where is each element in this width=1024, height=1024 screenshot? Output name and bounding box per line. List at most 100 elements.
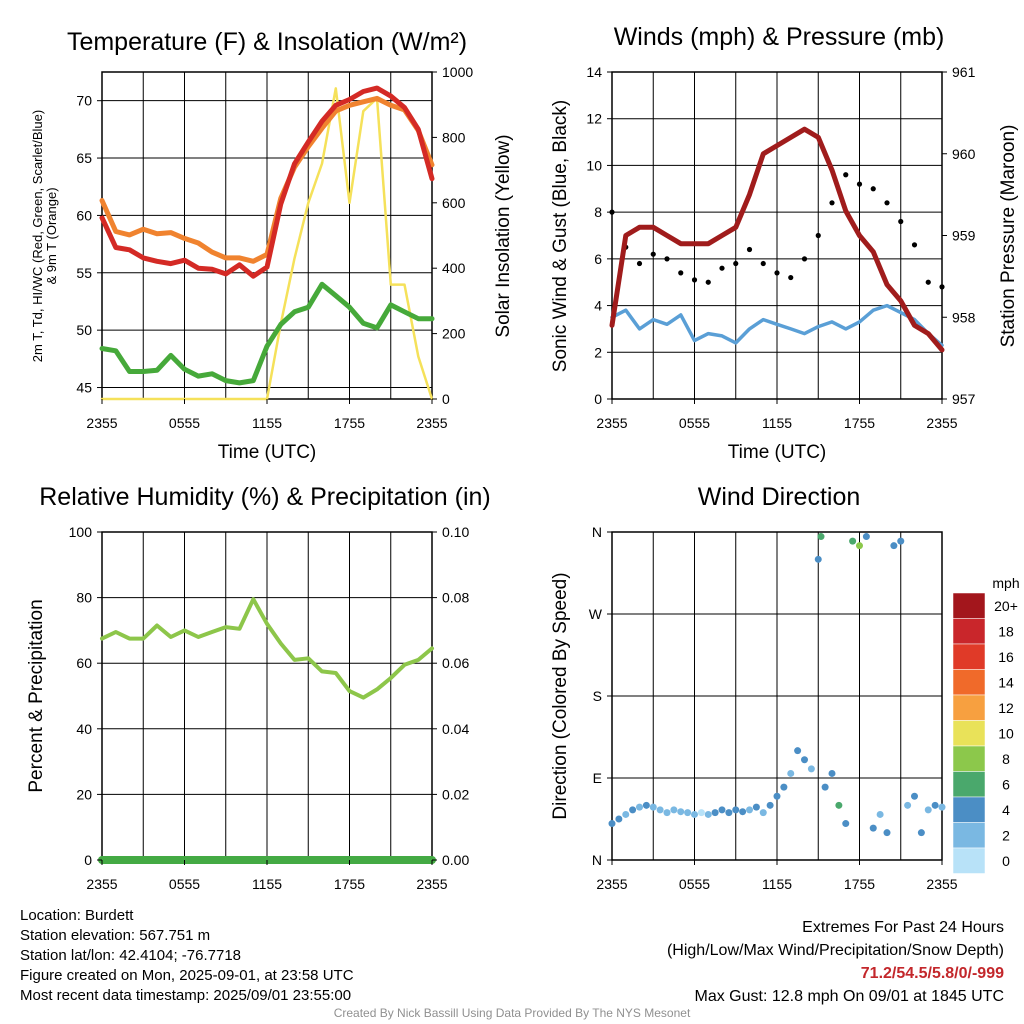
wind-direction-point	[931, 801, 939, 809]
y-tick-label: 45	[76, 380, 92, 396]
gust-point	[650, 251, 656, 257]
temperature-9m-line	[99, 95, 435, 264]
y-tick-label: 0.04	[442, 721, 469, 737]
wind-direction-point	[670, 806, 678, 814]
winds-series	[609, 126, 945, 353]
wind-direction-point	[794, 747, 802, 755]
y-tick-label: 70	[76, 93, 92, 109]
wind-direction-point	[656, 806, 664, 814]
y-tick-label: 0	[84, 852, 92, 868]
colorbar-swatch	[952, 822, 986, 849]
wind-direction-points	[608, 533, 946, 837]
wind-direction-point	[766, 801, 774, 809]
wind-direction-point	[691, 810, 698, 818]
winds-ylabel-right: Station Pressure (Maroon)	[998, 125, 1019, 348]
winds-xlabel: Time (UTC)	[728, 442, 827, 463]
wind-direction-point	[718, 806, 726, 814]
gust-point	[829, 200, 835, 206]
y-tick-label: 1000	[442, 64, 473, 80]
wind-direction-point	[739, 808, 747, 816]
x-tick-label: 2355	[416, 876, 447, 892]
gust-point	[815, 232, 821, 239]
wind-direction-point	[759, 809, 767, 817]
winds-title: Winds (mph) & Pressure (mb)	[614, 23, 945, 51]
y-tick-label: 961	[952, 64, 976, 80]
x-tick-label: 2355	[926, 876, 957, 892]
x-tick-label: 1755	[844, 876, 875, 892]
wind-direction-ticks: N E S W N	[589, 524, 612, 868]
wind-direction-point	[615, 815, 623, 823]
wind-direction-point	[697, 809, 705, 817]
gust-point	[856, 181, 863, 187]
y-tick-label: 800	[442, 129, 466, 145]
x-tick-label: 1755	[844, 415, 875, 431]
gust-point	[719, 265, 725, 271]
station-location: Location: Burdett	[20, 907, 134, 924]
humidity-grid	[102, 532, 432, 860]
gust-point	[801, 256, 808, 262]
colorbar-swatch	[952, 796, 986, 823]
x-tick-label: 0555	[679, 415, 710, 431]
colorbar-swatch	[952, 694, 986, 721]
pressure-line	[609, 126, 945, 353]
temperature-left-ticks: 45 50 55 60 65 70	[76, 93, 102, 396]
humidity-left-ticks: 0 20 40 60 80 100	[69, 524, 102, 868]
colorbar-swatch	[952, 592, 986, 619]
temperature-title: Temperature (F) & Insolation (W/m²)	[67, 28, 467, 56]
wind-direction-title: Wind Direction	[698, 483, 861, 511]
y-tick-label: 12	[586, 111, 602, 127]
y-tick-label: 100	[69, 524, 93, 540]
wind-direction-point	[917, 829, 925, 837]
wind-direction-point	[835, 801, 843, 809]
wind-direction-point	[663, 809, 671, 817]
extremes-info: Extremes For Past 24 Hours (High/Low/Max…	[667, 916, 1004, 1008]
humidity-right-ticks: 0.00 0.02 0.04 0.06 0.08 0.10	[432, 524, 469, 868]
y-tick-label: 8	[594, 204, 602, 220]
colorbar-swatch	[952, 720, 986, 747]
humidity-ylabel-left: Percent & Precipitation	[26, 599, 47, 792]
gust-point	[678, 270, 684, 276]
wind-direction-point	[904, 801, 912, 809]
colorbar-swatch	[952, 771, 986, 798]
sonic-wind-line	[610, 303, 944, 348]
colorbar-label: 10	[998, 726, 1014, 742]
gust-point	[774, 270, 780, 276]
wind-direction-point	[817, 533, 825, 541]
wind-direction-point	[752, 803, 760, 811]
temperature-x-ticks: 2355 0555 1155 1755 2355	[86, 399, 448, 431]
colorbar-title: mph	[992, 575, 1019, 591]
wind-direction-point	[677, 808, 685, 816]
dewpoint-line	[99, 281, 435, 386]
wind-direction-point	[869, 824, 877, 832]
x-tick-label: 1155	[252, 876, 282, 892]
wind-direction-point	[814, 555, 822, 563]
wind-direction-point	[711, 809, 719, 817]
extremes-legend: (High/Low/Max Wind/Precipitation/Snow De…	[666, 942, 1004, 959]
y-tick-label: W	[589, 606, 603, 622]
x-tick-label: 1155	[762, 415, 792, 431]
y-tick-label: 6	[594, 251, 602, 267]
colorbar-label: 16	[998, 649, 1014, 665]
wind-direction-point	[938, 803, 946, 811]
colorbar-label: 18	[998, 624, 1014, 640]
station-info: Location: Burdett Station elevation: 567…	[20, 906, 354, 1006]
wind-direction-point	[856, 542, 863, 550]
wind-direction-point	[746, 806, 753, 814]
wind-direction-point	[828, 769, 836, 777]
wind-direction-point	[862, 533, 870, 541]
y-tick-label: 958	[952, 309, 976, 325]
y-tick-label: 0.00	[442, 852, 469, 868]
gust-point	[788, 274, 794, 281]
wind-direction-point	[821, 783, 829, 791]
x-tick-label: 2355	[86, 876, 117, 892]
y-tick-label: 957	[952, 391, 976, 407]
temperature-right-ticks: 0 200 400 600 800 1000	[432, 64, 473, 407]
x-tick-label: 0555	[169, 415, 200, 431]
winds-panel: Winds (mph) & Pressure (mb) 02468101214 …	[550, 23, 1019, 463]
wind-direction-point	[924, 806, 932, 814]
wind-direction-point	[897, 537, 905, 545]
x-tick-label: 0555	[169, 876, 200, 892]
wind-direction-point	[787, 769, 795, 777]
